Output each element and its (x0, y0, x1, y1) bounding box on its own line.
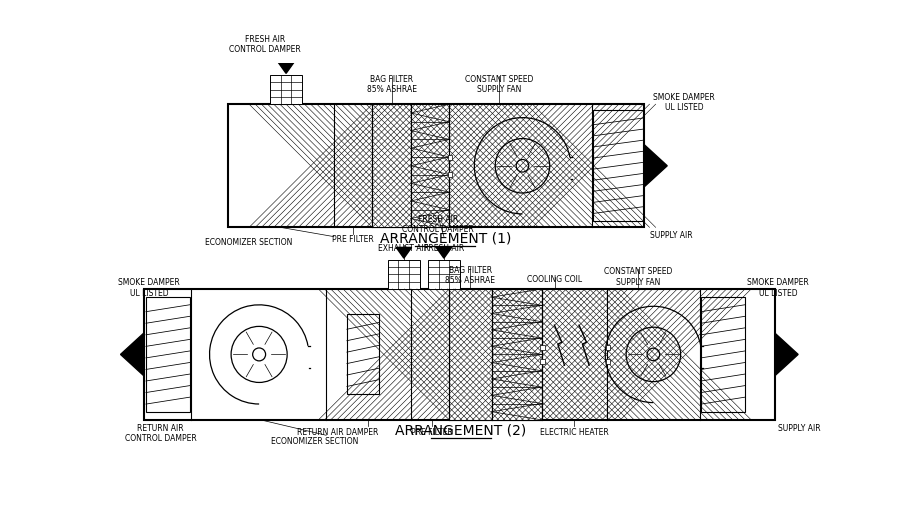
Text: COOLING COIL: COOLING COIL (527, 275, 582, 284)
Text: ECONOMIZER SECTION: ECONOMIZER SECTION (205, 238, 292, 247)
Text: SMOKE DAMPER
UL LISTED: SMOKE DAMPER UL LISTED (653, 92, 715, 112)
Text: SMOKE DAMPER
UL LISTED: SMOKE DAMPER UL LISTED (118, 278, 180, 298)
Bar (449, 289, 492, 420)
Text: RETURN AIR
CONTROL DAMPER: RETURN AIR CONTROL DAMPER (125, 423, 196, 443)
Bar (146, 297, 190, 412)
Text: ARRANGEMENT (1): ARRANGEMENT (1) (379, 231, 511, 245)
Bar (448, 172, 452, 176)
Polygon shape (278, 63, 294, 73)
Text: CONSTANT SPEED
SUPPLY FAN: CONSTANT SPEED SUPPLY FAN (604, 267, 672, 287)
Bar (144, 289, 775, 420)
Text: PRE FILTER: PRE FILTER (332, 235, 374, 244)
Text: PRE FILTER: PRE FILTER (411, 428, 452, 437)
Bar (428, 260, 460, 289)
Text: SUPPLY AIR: SUPPLY AIR (649, 231, 692, 240)
Text: SMOKE DAMPER
UL LISTED: SMOKE DAMPER UL LISTED (747, 278, 809, 298)
Text: FRESH AIR
CONTROL DAMPER: FRESH AIR CONTROL DAMPER (402, 215, 474, 234)
Text: FRESH AIR
CONTROL DAMPER: FRESH AIR CONTROL DAMPER (230, 35, 301, 54)
Bar (593, 110, 642, 221)
Polygon shape (396, 248, 412, 258)
Bar (605, 345, 610, 350)
Bar (701, 297, 745, 412)
Polygon shape (644, 145, 667, 187)
Text: EXHAUST AIR: EXHAUST AIR (379, 244, 430, 253)
Bar (229, 104, 644, 228)
Polygon shape (775, 333, 798, 375)
Bar (605, 359, 610, 364)
Text: BAG FILTER
85% ASHRAE: BAG FILTER 85% ASHRAE (445, 266, 495, 285)
Text: RETURN AIR DAMPER: RETURN AIR DAMPER (297, 428, 379, 437)
Bar (270, 75, 302, 104)
Bar (540, 345, 544, 350)
Polygon shape (436, 248, 451, 258)
Bar (448, 155, 452, 159)
Text: FRESH AIR: FRESH AIR (423, 244, 464, 253)
Bar (411, 104, 449, 228)
Bar (540, 359, 544, 364)
Text: BAG FILTER
85% ASHRAE: BAG FILTER 85% ASHRAE (367, 75, 416, 95)
Text: ECONOMIZER SECTION: ECONOMIZER SECTION (271, 437, 358, 446)
Bar (492, 289, 542, 420)
Text: CONSTANT SPEED
SUPPLY FAN: CONSTANT SPEED SUPPLY FAN (466, 75, 534, 95)
Polygon shape (120, 333, 144, 375)
Bar (388, 260, 420, 289)
Text: ELECTRIC HEATER: ELECTRIC HEATER (540, 428, 608, 437)
Text: SUPPLY AIR: SUPPLY AIR (778, 423, 821, 433)
Bar (347, 314, 379, 394)
Text: ARRANGEMENT (2): ARRANGEMENT (2) (396, 423, 527, 438)
Bar (372, 104, 411, 228)
